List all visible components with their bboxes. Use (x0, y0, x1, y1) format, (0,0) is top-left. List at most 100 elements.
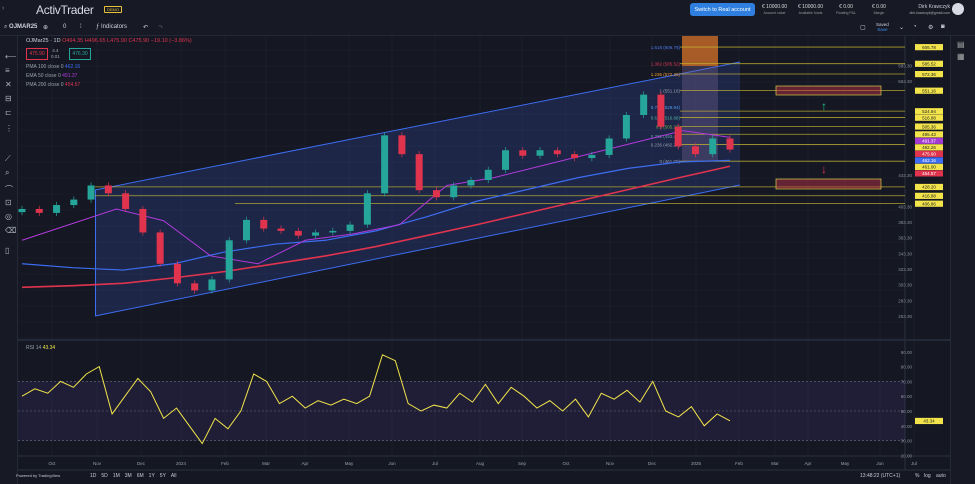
price-tag-label: 482.26 (922, 145, 936, 150)
cursor-icon[interactable]: ⟵ (5, 52, 17, 61)
rsi-tick: 20.00 (901, 453, 913, 458)
time-tick: Jul (432, 461, 438, 466)
watchlist-icon[interactable]: ▤ (957, 40, 965, 49)
chart-toolbar (0, 20, 975, 36)
rsi-band (18, 381, 905, 441)
range-3m[interactable]: 3M (124, 473, 132, 479)
demo-badge: DEMO (104, 6, 122, 13)
indicators-button[interactable]: ƒ Indicators (96, 24, 128, 30)
add-symbol-icon[interactable]: ⊕ (43, 25, 49, 31)
price-tag-label: 475.90 (922, 152, 936, 157)
range-5y[interactable]: 5Y (159, 473, 166, 479)
price-tag-label: 428.20 (922, 185, 936, 190)
trendline-icon[interactable]: ≡ (5, 66, 10, 75)
percent-toggle[interactable]: % (915, 473, 920, 479)
lock-icon[interactable]: ⊡ (5, 198, 12, 207)
price-chart[interactable]: 1.618 (606.78) 1.382 (585.52) 1.236 (572.3… (0, 0, 950, 484)
chart-type-icon[interactable]: ⁞ (80, 24, 82, 30)
price-tag-label: 585.52 (922, 62, 936, 67)
price-tag-label: 606.78 (922, 45, 936, 50)
candle (312, 232, 320, 236)
shapes-icon[interactable]: ⊏ (5, 108, 12, 117)
undo-icon[interactable]: ↶ (143, 25, 149, 31)
price-tag (915, 163, 943, 170)
magnet-icon[interactable]: ⌒ (5, 185, 13, 194)
drawing-toolbar (0, 36, 18, 484)
user-info[interactable]: Dirk Krawczyk dirk.krawczyk@gmail.com (909, 4, 950, 15)
price-tag (915, 114, 943, 121)
camera-icon[interactable]: ◙ (941, 24, 945, 30)
time-tick: Mar (262, 461, 270, 466)
candle (156, 232, 164, 264)
channel-lower-line (94, 184, 741, 317)
avatar[interactable] (952, 3, 964, 15)
candle (691, 146, 699, 155)
support-zone (775, 178, 882, 190)
price-tag (915, 87, 943, 94)
price-tag-label: 491.37 (922, 139, 936, 144)
price-tag (915, 170, 943, 177)
fib-label: 0 (461.00) (659, 159, 680, 164)
ruler-icon[interactable]: ⟋ (5, 154, 11, 163)
time-tick: 2025 (691, 461, 702, 466)
price-tick: 343.30 (898, 251, 912, 256)
redo-icon[interactable]: ↷ (158, 25, 164, 31)
rsi-tick: 50.00 (901, 409, 913, 414)
spread: 4.4 0.01 (51, 48, 60, 59)
range-5d[interactable]: 5D (101, 473, 108, 479)
ma200-line (21, 165, 731, 289)
pattern-icon[interactable]: ✕ (5, 80, 12, 89)
calendar-icon[interactable]: ▦ (957, 52, 965, 61)
candle (450, 185, 458, 198)
candle (381, 135, 389, 194)
indicator-ma100[interactable]: PMA 100 close 0 462.16 (26, 64, 81, 70)
symbol-search[interactable]: ⌕ OJMAR25 (4, 24, 38, 30)
indicator-ma200[interactable]: PMA 200 close 0 454.57 (26, 82, 81, 88)
time-tick: Sep (518, 461, 527, 466)
range-all[interactable]: All (170, 473, 177, 479)
gear-icon[interactable]: ⚙ (928, 25, 934, 31)
price-tick: 303.30 (898, 283, 912, 288)
price-tick: 443.30 (898, 173, 912, 178)
price-tick: 323.30 (898, 267, 912, 272)
trash-icon[interactable]: ⌫ (5, 226, 17, 235)
hide-icon[interactable]: ▯ (5, 246, 10, 255)
arrow-up-icon: ↑ (821, 99, 827, 113)
price-tag (915, 123, 943, 130)
expand-icon[interactable]: › (2, 5, 5, 12)
candle (588, 154, 596, 159)
chevron-down-icon[interactable]: ⌄ (899, 25, 905, 31)
fib-icon[interactable]: ⊟ (5, 94, 12, 103)
time-tick: May (841, 461, 850, 466)
range-1y[interactable]: 1Y (148, 473, 155, 479)
resistance-zone (775, 85, 882, 96)
price-tag-label: 454.57 (922, 171, 936, 176)
log-toggle[interactable]: log (924, 473, 931, 479)
fullscreen-icon[interactable]: ▢ (860, 25, 866, 31)
stat-account-value: € 10000.00 Account value (762, 4, 788, 15)
candle (53, 205, 61, 213)
save-button[interactable]: Saved Save (876, 22, 889, 32)
indicator-ema50[interactable]: EMA 50 close 0 491.37 (26, 73, 78, 79)
powered-by[interactable]: Powered by TradingView (16, 473, 61, 478)
candle (640, 94, 648, 116)
time-tick: Jun (876, 461, 884, 466)
ma100-line (21, 159, 731, 271)
logo: ActivTrader (36, 3, 94, 17)
switch-to-real-button[interactable]: Switch to Real account (690, 3, 755, 16)
quantity-field[interactable]: 0 (63, 24, 67, 30)
candle (225, 240, 233, 280)
sell-button[interactable]: 475.90 (26, 48, 48, 60)
candle (622, 115, 630, 139)
candle (657, 94, 665, 127)
alert-icon[interactable]: ◔ (913, 24, 917, 30)
range-1d[interactable]: 1D (90, 473, 97, 479)
range-6m[interactable]: 6M (136, 473, 144, 479)
zoom-icon[interactable]: ⌕ (5, 168, 10, 177)
buy-button[interactable]: 476.30 (69, 48, 91, 60)
range-1m[interactable]: 1M (112, 473, 120, 479)
eye-icon[interactable]: ◎ (5, 212, 12, 221)
text-icon[interactable]: ⋮ (5, 124, 13, 133)
fib-label: 0.236 (482.26) (651, 143, 681, 148)
auto-toggle[interactable]: auto (936, 473, 946, 479)
